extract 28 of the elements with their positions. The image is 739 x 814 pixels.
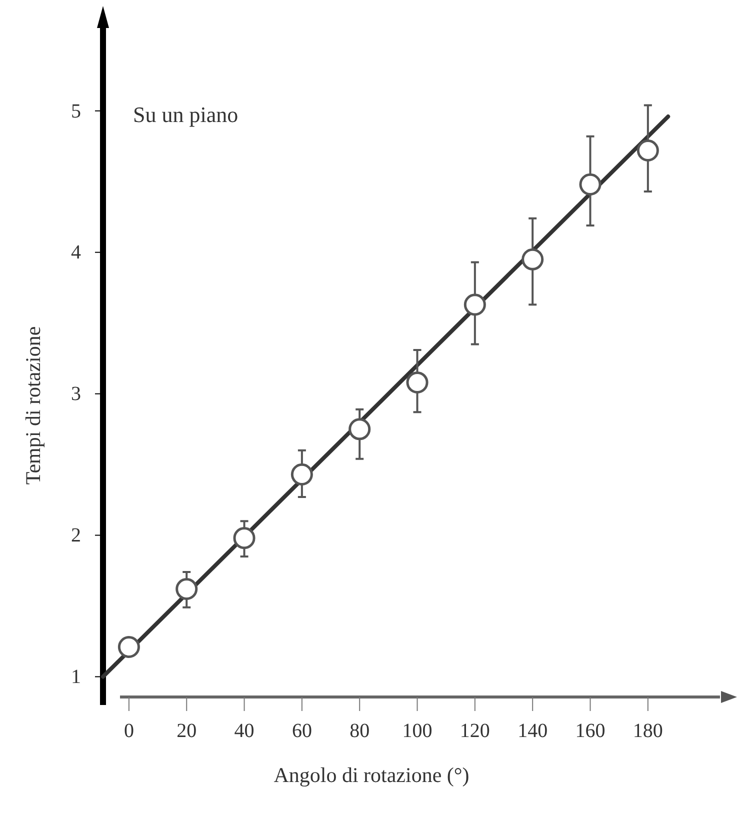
y-tick-label: 4 <box>71 242 81 264</box>
point <box>406 371 428 394</box>
point <box>118 636 140 658</box>
y-axis-title: Tempi di rotazione <box>21 326 45 485</box>
point <box>636 139 659 162</box>
point <box>290 463 313 486</box>
point <box>233 527 256 550</box>
x-tick-label: 100 <box>402 720 432 742</box>
x-tick-label: 120 <box>460 720 490 742</box>
x-tick-label: 80 <box>350 720 370 742</box>
point <box>579 173 602 196</box>
x-tick-label: 60 <box>292 720 312 742</box>
x-tick-label: 0 <box>124 720 134 742</box>
point <box>348 418 371 440</box>
point <box>176 578 198 600</box>
x-tick-label: 180 <box>632 720 663 742</box>
point <box>464 294 486 316</box>
y-tick-label: 3 <box>71 383 81 406</box>
annotation: Su un piano <box>133 102 238 127</box>
x-tick-label: 20 <box>176 720 197 742</box>
x-tick-label: 160 <box>575 720 606 742</box>
x-axis-title: Angolo di rotazione (°) <box>274 763 470 787</box>
x-tick-label: 140 <box>518 720 548 742</box>
y-tick-label: 1 <box>71 666 81 688</box>
y-tick-label: 2 <box>71 524 81 547</box>
point <box>522 248 544 270</box>
y-tick-label: 5 <box>71 100 81 122</box>
x-tick-label: 40 <box>234 720 254 742</box>
